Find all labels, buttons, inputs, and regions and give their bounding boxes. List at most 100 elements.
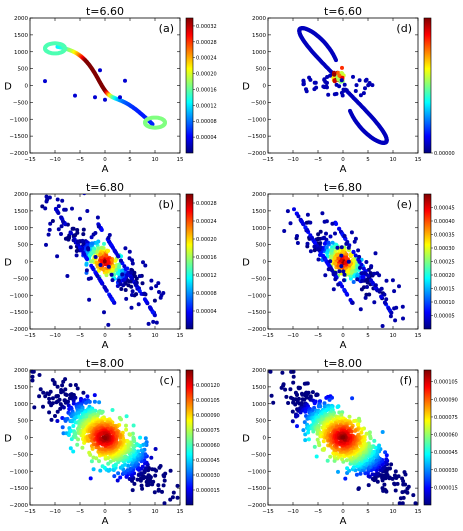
data-point (357, 419, 362, 423)
data-point (66, 433, 71, 437)
data-point (384, 468, 389, 473)
data-point (281, 383, 286, 388)
data-point (366, 483, 371, 488)
data-point (97, 400, 102, 405)
data-point (351, 465, 356, 470)
data-point (61, 431, 66, 436)
data-point (332, 417, 337, 422)
panel-c: −15 −10 −5 0 5 10 15 2000 1500 1000 500 0 −500 −1000 −… (4, 357, 220, 527)
data-point (124, 296, 129, 301)
plot-area (29, 17, 181, 154)
colorbar-tick-label: 0.000015 (434, 485, 458, 491)
data-point (344, 241, 349, 246)
data-point (43, 206, 48, 211)
data-point (303, 432, 308, 437)
data-point (355, 277, 360, 282)
data-point (74, 253, 79, 258)
data-point (150, 342, 154, 346)
data-point (119, 417, 123, 422)
x-tick-label: 5 (128, 509, 132, 515)
data-point (158, 464, 163, 468)
data-point (59, 232, 63, 236)
data-point (336, 469, 340, 474)
colorbar-tick-label: 0.000120 (196, 383, 220, 389)
data-point (156, 483, 161, 488)
data-point (91, 467, 96, 472)
data-point (320, 253, 325, 258)
data-point (75, 386, 80, 391)
y-tick-label: −1500 (247, 486, 266, 492)
data-point (150, 122, 155, 127)
data-point (305, 241, 310, 246)
data-point (108, 459, 113, 464)
panel-title: t=8.00 (324, 357, 362, 370)
colorbar-tick-label: 0.000105 (434, 380, 458, 386)
data-point (364, 77, 369, 82)
data-point (384, 453, 389, 458)
data-point (110, 268, 115, 272)
data-point (171, 490, 176, 495)
data-point (336, 282, 341, 287)
data-point (341, 269, 346, 274)
x-tick-label: 5 (366, 333, 370, 339)
data-point (359, 430, 364, 435)
data-point (86, 247, 91, 252)
data-point (160, 489, 164, 494)
data-point (153, 447, 158, 451)
data-point (97, 276, 102, 281)
data-point (306, 179, 310, 183)
data-point (401, 482, 406, 487)
data-point (76, 437, 80, 442)
x-tick-label: −15 (24, 157, 36, 163)
data-point (321, 439, 326, 444)
x-tick-label: 15 (177, 157, 184, 163)
data-point (71, 401, 76, 406)
x-tick-label: 5 (128, 157, 132, 163)
data-point (384, 457, 389, 462)
data-point (124, 427, 129, 432)
x-tick-label: 10 (390, 157, 397, 163)
data-point (106, 260, 111, 264)
panel-label: (b) (158, 198, 174, 211)
data-point (380, 430, 385, 434)
data-point (340, 249, 345, 254)
data-point (314, 454, 319, 459)
data-point (140, 464, 145, 469)
data-point (99, 410, 104, 415)
data-point (146, 321, 151, 326)
y-tick-label: −1500 (9, 134, 28, 140)
data-point (310, 236, 314, 240)
data-point (315, 392, 320, 397)
data-point (56, 394, 60, 398)
data-point (75, 228, 80, 232)
data-point (59, 388, 64, 392)
data-point (152, 467, 157, 472)
x-tick-label: −15 (262, 157, 274, 163)
data-point (323, 257, 328, 262)
x-tick-label: −5 (76, 157, 85, 163)
data-point (350, 300, 355, 305)
colorbar-tick-label: 0.00024 (196, 56, 217, 62)
data-point (110, 278, 115, 283)
x-tick-label: −5 (314, 157, 323, 163)
panel-b: −15 −10 −5 0 5 10 15 2000 1500 1000 500 0 −500 −1000 −… (4, 181, 217, 351)
scatter-points (282, 179, 405, 328)
data-point (151, 479, 156, 484)
data-point (73, 93, 77, 98)
y-axis-label: D (242, 258, 250, 269)
data-point (70, 206, 74, 211)
data-point (81, 227, 86, 232)
data-point (43, 79, 47, 84)
data-point (303, 409, 308, 414)
data-point (352, 239, 357, 244)
data-point (344, 255, 349, 260)
data-point (54, 400, 59, 405)
data-point (313, 240, 317, 245)
y-tick-label: 1000 (252, 402, 266, 408)
colorbar-tick-label: 0.000090 (196, 413, 220, 419)
data-point (127, 477, 132, 481)
data-point (390, 278, 395, 283)
colorbar-tick-label: 0.00012 (196, 103, 217, 109)
data-point (324, 395, 329, 400)
data-point (316, 232, 321, 237)
